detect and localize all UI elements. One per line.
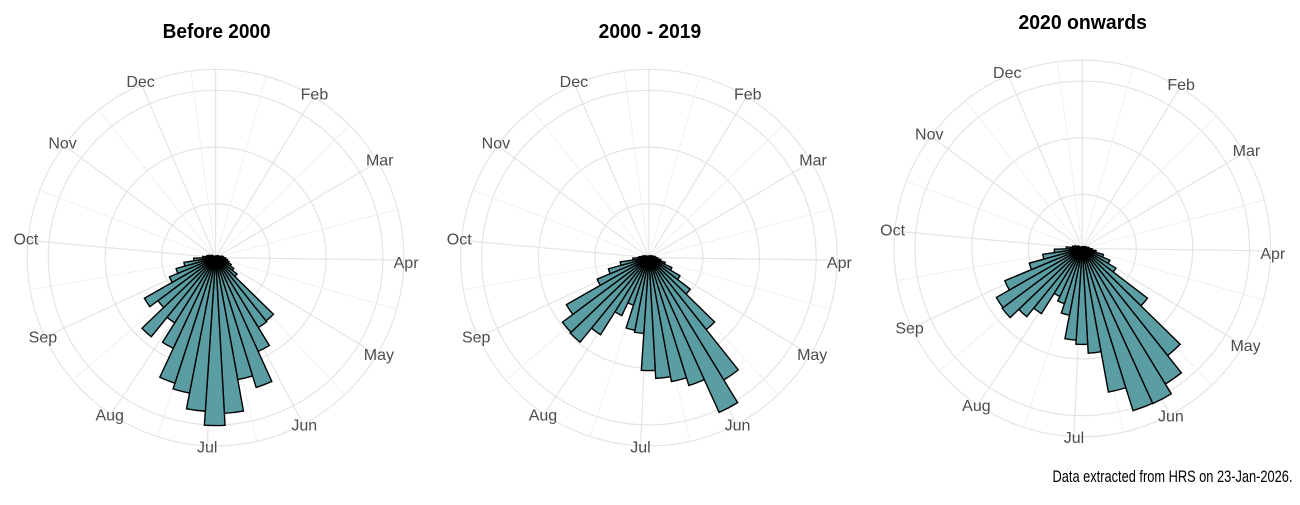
- svg-text:May: May: [364, 347, 394, 364]
- svg-text:Oct: Oct: [13, 232, 38, 249]
- svg-text:Apr: Apr: [1260, 246, 1286, 263]
- svg-text:Data extracted from HRS on 23-: Data extracted from HRS on 23-Jan-2026.: [1053, 467, 1293, 486]
- svg-text:Before 2000: Before 2000: [163, 20, 271, 43]
- svg-text:Feb: Feb: [1167, 77, 1195, 94]
- svg-text:Jun: Jun: [291, 418, 317, 435]
- svg-text:Feb: Feb: [734, 86, 762, 103]
- svg-text:Jul: Jul: [1064, 430, 1084, 447]
- svg-text:Aug: Aug: [95, 407, 123, 424]
- svg-text:May: May: [797, 347, 827, 364]
- svg-text:Dec: Dec: [993, 65, 1021, 82]
- svg-text:Jul: Jul: [197, 439, 217, 456]
- svg-text:Mar: Mar: [799, 152, 827, 169]
- svg-text:May: May: [1230, 338, 1260, 355]
- svg-text:Sep: Sep: [29, 329, 58, 346]
- svg-text:Dec: Dec: [126, 74, 154, 91]
- svg-text:Oct: Oct: [880, 222, 905, 239]
- svg-text:Oct: Oct: [447, 232, 472, 249]
- svg-text:Jun: Jun: [1158, 409, 1184, 426]
- svg-text:Nov: Nov: [48, 136, 76, 153]
- svg-text:Nov: Nov: [915, 126, 943, 143]
- svg-text:Nov: Nov: [482, 136, 510, 153]
- svg-text:Sep: Sep: [895, 320, 924, 337]
- svg-text:2000 - 2019: 2000 - 2019: [599, 20, 702, 43]
- svg-text:Dec: Dec: [560, 74, 588, 91]
- svg-text:Jul: Jul: [630, 439, 650, 456]
- svg-text:Feb: Feb: [301, 86, 329, 103]
- svg-text:Mar: Mar: [1233, 143, 1261, 160]
- svg-text:Sep: Sep: [462, 329, 491, 346]
- svg-text:Apr: Apr: [394, 255, 420, 272]
- svg-text:Aug: Aug: [962, 398, 990, 415]
- svg-text:Mar: Mar: [366, 152, 394, 169]
- svg-text:Jun: Jun: [725, 418, 751, 435]
- svg-text:Apr: Apr: [827, 255, 853, 272]
- svg-text:Aug: Aug: [529, 407, 557, 424]
- svg-text:2020 onwards: 2020 onwards: [1018, 11, 1147, 34]
